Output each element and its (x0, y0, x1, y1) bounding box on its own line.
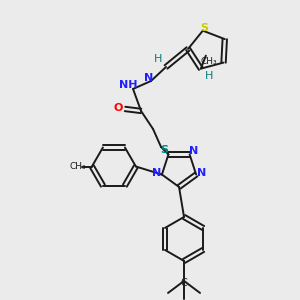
Text: NH: NH (119, 80, 137, 90)
Text: S: S (160, 145, 168, 155)
Text: CH₃: CH₃ (200, 57, 217, 66)
Text: N: N (144, 73, 154, 83)
Text: C: C (181, 278, 188, 288)
Text: N: N (189, 146, 198, 156)
Text: H: H (154, 54, 162, 64)
Text: H: H (205, 71, 213, 81)
Text: N: N (196, 167, 206, 178)
Text: O: O (113, 103, 123, 113)
Text: CH₃: CH₃ (70, 162, 86, 171)
Text: N: N (152, 167, 161, 178)
Text: S: S (200, 23, 208, 33)
